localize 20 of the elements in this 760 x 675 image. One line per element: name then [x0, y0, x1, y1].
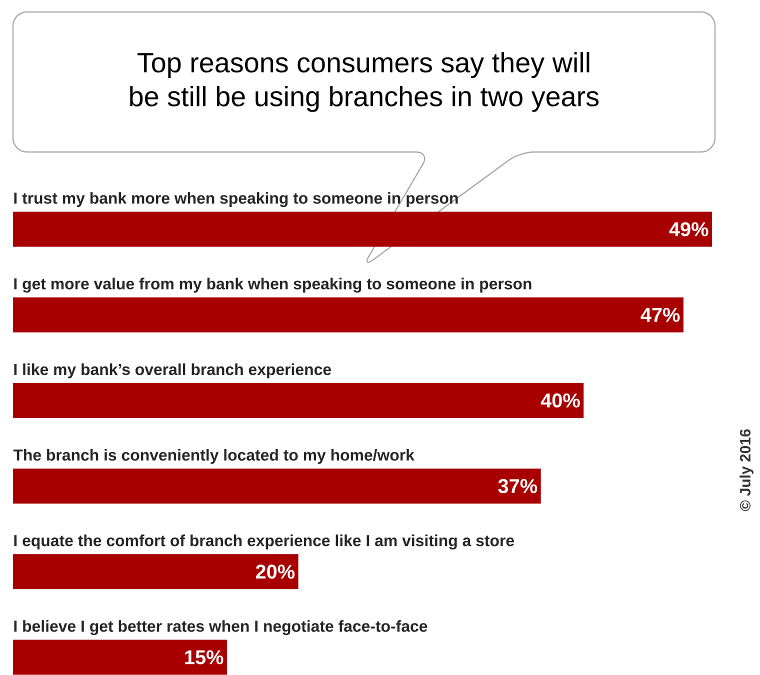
bar: [13, 297, 684, 332]
text: © July 2016: [740, 429, 754, 511]
data-label: 49%: [669, 222, 708, 236]
y-tick-label: I trust my bank more when speaking to someone in person: [14, 192, 458, 208]
bar: [13, 212, 712, 247]
data-label: 47%: [640, 308, 680, 322]
data-label: 20%: [256, 564, 295, 579]
y-tick-label: I get more value from my bank when speaking to someone in person: [14, 278, 532, 293]
bar: [13, 640, 227, 675]
y-tick-label: I believe I get better rates when I negotiate face-to-face: [14, 620, 428, 636]
bar: [13, 468, 541, 504]
data-label: 37%: [498, 479, 538, 494]
chart-title: Top reasons consumers say they will be still be using branches in two years: [130, 52, 599, 112]
y-tick-label: The branch is conveniently located to my home/work: [13, 449, 414, 464]
data-label: 40%: [540, 393, 580, 408]
data-label: 15%: [185, 650, 224, 664]
bar: [13, 554, 298, 590]
y-tick-label: I equate the comfort of branch experience like I am visiting a store: [14, 534, 514, 550]
y-tick-label: I like my bank’s overall branch experience: [14, 363, 331, 378]
bar: [13, 382, 584, 418]
